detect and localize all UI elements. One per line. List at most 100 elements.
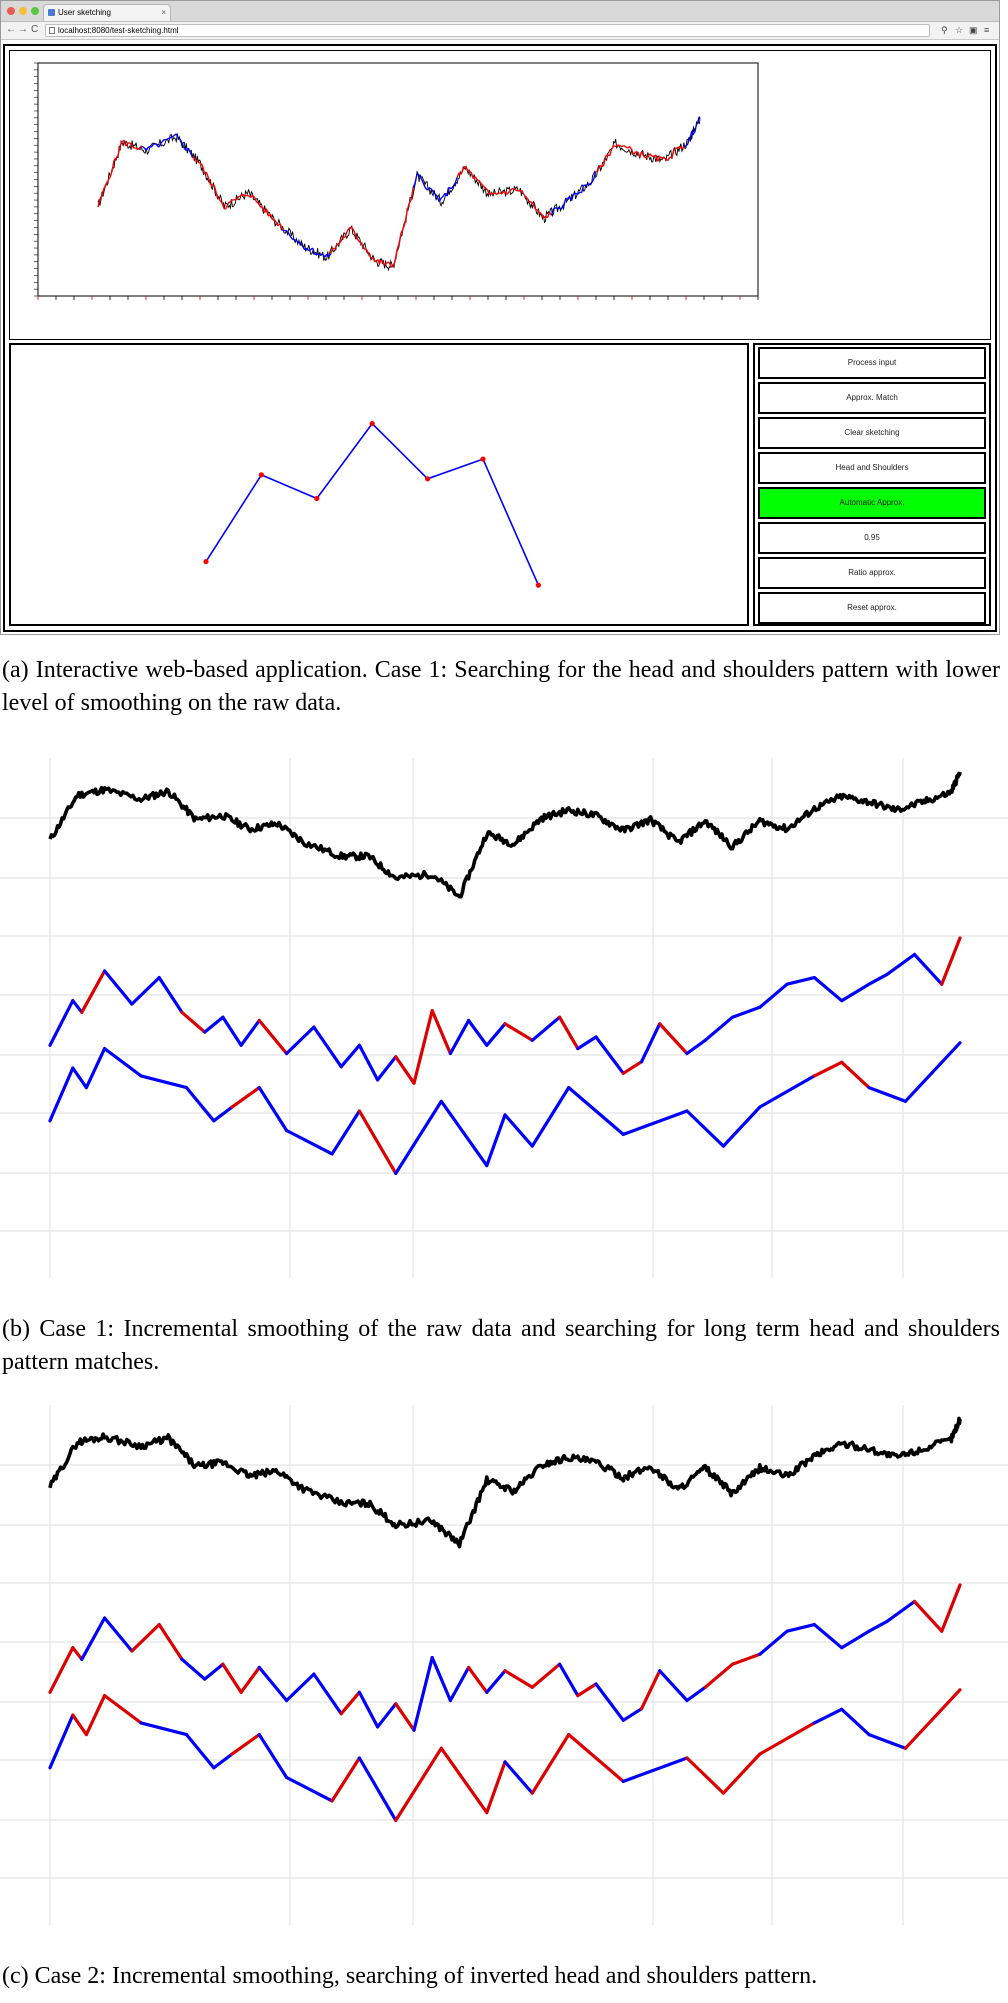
smoothed-level2-segment (257, 1733, 289, 1780)
window-minimize-icon[interactable] (19, 7, 27, 15)
approx-segment (602, 155, 607, 166)
smoothed-level2-segment (102, 1694, 143, 1725)
extension-icon[interactable]: ▣ (969, 25, 978, 35)
approx-segment (396, 243, 400, 251)
sketch-svg[interactable] (11, 345, 747, 624)
smoothed-level1-segment (239, 1018, 261, 1047)
window-maximize-icon[interactable] (31, 7, 39, 15)
smoothed-level1-segment (530, 1662, 562, 1689)
approx-segment (496, 192, 500, 195)
approx-segment (499, 192, 503, 195)
smoothed-level2-segment (621, 1109, 689, 1136)
approx-segment (111, 160, 115, 172)
smoothed-level1-segment (48, 1646, 75, 1694)
approx-segment (340, 236, 344, 242)
approx-segment (536, 209, 541, 214)
approx-segment (205, 172, 210, 178)
approx-segment (387, 261, 391, 265)
approx-segment (456, 172, 460, 178)
smoothed-level1-segment (430, 1656, 452, 1703)
threshold-field[interactable]: 0.95 (758, 522, 986, 554)
approx-segment (412, 182, 416, 189)
approx-segment (165, 137, 170, 141)
approx-segment (609, 148, 613, 157)
head-and-shoulders-button[interactable]: Head and Shoulders (758, 452, 986, 484)
smoothed-level1-segment (685, 1038, 707, 1056)
approx-segment (168, 136, 172, 139)
tab-close-icon[interactable]: × (161, 8, 166, 17)
approx-segment (592, 171, 597, 180)
sketch-point (314, 495, 320, 502)
reload-icon[interactable]: C (31, 24, 39, 35)
approx-segment (344, 231, 348, 238)
sketch-point (258, 472, 264, 478)
smoothed-level1-segment (312, 1672, 343, 1716)
approx-segment (101, 188, 105, 196)
url-field[interactable]: localhost:8080/test-sketching.html (45, 24, 930, 37)
approx-segment (336, 243, 340, 246)
sketch-point (369, 421, 375, 427)
smoothed-level1-segment (658, 1022, 689, 1056)
process-input-button[interactable]: Process input (758, 347, 986, 379)
approx-segment (418, 174, 422, 179)
menu-icon[interactable]: ≡ (984, 25, 990, 35)
window-close-icon[interactable] (7, 7, 15, 15)
approx-segment (215, 193, 220, 199)
approx-segment (661, 156, 665, 159)
back-icon[interactable]: ← (6, 24, 16, 35)
approx-segment (228, 200, 231, 204)
approx-segment (193, 157, 197, 162)
approx-segment (299, 242, 304, 247)
approx-segment (526, 197, 531, 203)
approx-segment (565, 197, 569, 201)
approx-segment (256, 201, 259, 204)
smoothed-level2-segment (285, 1128, 334, 1156)
approx-segment (663, 157, 667, 160)
approx-segment (330, 248, 334, 254)
approx-segment (252, 194, 255, 198)
zoom-icon[interactable]: ⚲ (941, 25, 948, 35)
ratio-approx-button[interactable]: Ratio approx. (758, 557, 986, 589)
sketch-canvas[interactable] (9, 343, 749, 626)
smoothed-level1-segment (594, 1682, 625, 1722)
bookmark-star-icon[interactable]: ☆ (955, 25, 964, 35)
smoothed-level1-segment (503, 1669, 534, 1689)
app-viewport: Process input Approx. Match Clear sketch… (3, 44, 997, 632)
approx-segment (238, 195, 241, 198)
smoothed-level2-segment (184, 1086, 216, 1123)
smoothed-level1-segment (867, 1619, 889, 1633)
smoothed-level1-segment (102, 969, 134, 1006)
clear-sketching-button[interactable]: Clear sketching (758, 417, 986, 449)
approx-match-button[interactable]: Approx. Match (758, 382, 986, 414)
approx-segment (687, 137, 690, 144)
reset-approx-button[interactable]: Reset approx. (758, 592, 986, 624)
smoothed-level2-segment (394, 1099, 443, 1175)
approx-segment (643, 155, 647, 159)
smoothed-level1-segment (785, 976, 817, 986)
smoothed-level2-segment (48, 1713, 75, 1770)
smoothed-level1-segment (467, 1018, 489, 1047)
forward-icon[interactable]: → (18, 24, 28, 35)
smoothed-level1-segment (394, 1055, 416, 1085)
raw-series-line (48, 1416, 962, 1549)
approx-segment (587, 183, 590, 186)
approx-segment (508, 188, 513, 193)
approx-segment (560, 204, 565, 209)
smoothed-level2-segment (230, 1086, 261, 1109)
smoothed-level1-segment (71, 999, 84, 1014)
automatic-approx-button[interactable]: Automatic Approx. (758, 487, 986, 519)
smoothed-level2-segment (439, 1746, 489, 1815)
sketch-point (535, 582, 542, 588)
smoothed-level1-segment (130, 976, 161, 1006)
approx-segment (221, 203, 226, 210)
approx-segment (476, 179, 480, 182)
browser-tab[interactable]: User sketching × (43, 4, 171, 21)
smoothed-level1-segment (448, 1665, 471, 1703)
approx-segment (631, 149, 635, 155)
approx-segment (197, 161, 201, 165)
approx-segment (532, 204, 537, 210)
approx-segment (394, 249, 398, 262)
approx-segment (213, 185, 218, 194)
tab-bar: User sketching × (1, 1, 999, 22)
approx-segment (386, 261, 389, 264)
